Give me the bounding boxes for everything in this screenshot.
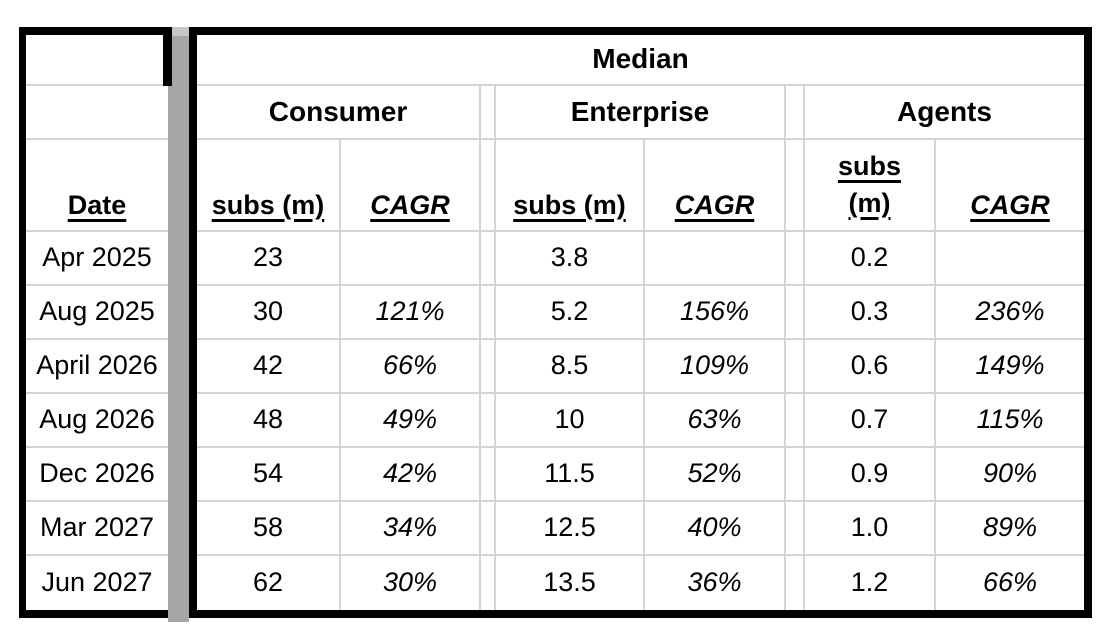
agents-cagr-cell[interactable]: 115%	[936, 394, 1084, 448]
spacer-cell	[481, 394, 496, 448]
agents-subs-header-label: subs (m)	[837, 151, 902, 218]
enterprise-cagr-header[interactable]: CAGR	[645, 140, 786, 232]
agents-cagr-cell[interactable]	[936, 232, 1084, 286]
spacer-cell	[481, 448, 496, 502]
date-header-label: Date	[67, 189, 127, 220]
enterprise-cagr-header-label: CAGR	[674, 189, 755, 220]
consumer-cagr-header-label: CAGR	[370, 189, 450, 220]
enterprise-subs-cell[interactable]: 10	[496, 394, 645, 448]
consumer-subs-cell[interactable]: 62	[197, 556, 341, 610]
enterprise-cagr-cell[interactable]: 156%	[645, 286, 786, 340]
spacer-cell	[481, 502, 496, 556]
thick-border-segment	[163, 27, 172, 86]
spacer-cell	[786, 448, 805, 502]
spacer-cell	[786, 286, 805, 340]
agents-subs-cell[interactable]: 0.6	[805, 340, 936, 394]
enterprise-cagr-cell[interactable]	[645, 232, 786, 286]
agents-subs-cell[interactable]: 0.9	[805, 448, 936, 502]
data-table-block: Median Consumer Enterprise Agents subs (…	[189, 27, 1092, 618]
enterprise-cagr-cell[interactable]: 109%	[645, 340, 786, 394]
consumer-cagr-cell[interactable]: 66%	[341, 340, 481, 394]
enterprise-cagr-cell[interactable]: 63%	[645, 394, 786, 448]
group-header-enterprise[interactable]: Enterprise	[496, 86, 786, 140]
spacer-cell	[481, 232, 496, 286]
enterprise-subs-cell[interactable]: 3.8	[496, 232, 645, 286]
spacer-cell	[786, 86, 805, 140]
spacer-cell	[481, 286, 496, 340]
agents-cagr-cell[interactable]: 90%	[936, 448, 1084, 502]
consumer-subs-cell[interactable]: 42	[197, 340, 341, 394]
enterprise-cagr-cell[interactable]: 40%	[645, 502, 786, 556]
enterprise-subs-cell[interactable]: 8.5	[496, 340, 645, 394]
consumer-cagr-cell[interactable]	[341, 232, 481, 286]
date-cell[interactable]: Dec 2026	[26, 448, 168, 502]
median-title-cell[interactable]: Median	[197, 35, 1084, 86]
spacer-cell	[786, 340, 805, 394]
agents-cagr-cell[interactable]: 66%	[982, 567, 1038, 598]
spacer-cell	[481, 556, 496, 610]
consumer-subs-header-label: subs (m)	[211, 189, 325, 220]
agents-group-label: Agents	[897, 95, 992, 127]
spacer-cell	[481, 140, 496, 232]
consumer-cagr-cell[interactable]: 42%	[341, 448, 481, 502]
agents-subs-cell[interactable]: 1.0	[805, 502, 936, 556]
date-cell[interactable]: Apr 2025	[26, 232, 168, 286]
agents-subs-cell[interactable]: 0.3	[805, 286, 936, 340]
consumer-subs-cell[interactable]: 23	[197, 232, 341, 286]
spacer-cell	[786, 556, 805, 610]
enterprise-subs-cell[interactable]: 12.5	[496, 502, 645, 556]
consumer-group-label: Consumer	[268, 95, 408, 127]
agents-subs-cell[interactable]: 0.7	[805, 394, 936, 448]
date-cell[interactable]: Mar 2027	[26, 502, 168, 556]
consumer-cagr-cell[interactable]: 121%	[341, 286, 481, 340]
agents-subs-header[interactable]: subs (m)	[805, 140, 936, 232]
date-cell[interactable]: Aug 2026	[26, 394, 168, 448]
enterprise-cagr-cell[interactable]: 52%	[645, 448, 786, 502]
agents-cagr-cell[interactable]: 149%	[936, 340, 1084, 394]
consumer-subs-cell[interactable]: 30	[197, 286, 341, 340]
enterprise-subs-header[interactable]: subs (m)	[496, 140, 645, 232]
date-column-header[interactable]: Date	[26, 140, 168, 232]
date-cell[interactable]: April 2026	[26, 340, 168, 394]
consumer-subs-cell[interactable]: 58	[197, 502, 341, 556]
group-header-consumer[interactable]: Consumer	[197, 86, 481, 140]
enterprise-cagr-cell[interactable]: 36%	[645, 556, 786, 610]
consumer-cagr-cell[interactable]: 49%	[341, 394, 481, 448]
consumer-subs-cell[interactable]: 48	[197, 394, 341, 448]
spacer-cell	[786, 140, 805, 232]
enterprise-subs-header-label: subs (m)	[513, 189, 626, 220]
date-column-block: Date Apr 2025 Aug 2025 April 2026 Aug 2026 D…	[19, 27, 168, 618]
spacer-cell	[786, 502, 805, 556]
hidden-column-strip[interactable]	[168, 27, 189, 622]
enterprise-subs-cell[interactable]: 11.5	[496, 448, 645, 502]
date-cell[interactable]: Aug 2025	[26, 286, 168, 340]
consumer-cagr-header[interactable]: CAGR	[341, 140, 481, 232]
enterprise-subs-cell[interactable]: 13.5	[496, 556, 645, 610]
agents-subs-cell[interactable]: 0.2	[805, 232, 936, 286]
consumer-cagr-cell[interactable]: 30%	[341, 556, 481, 610]
agents-subs-cell[interactable]: 1.2	[805, 556, 936, 610]
consumer-subs-header[interactable]: subs (m)	[197, 140, 341, 232]
agents-cagr-header[interactable]: CAGR	[936, 140, 1084, 232]
date-empty-cell[interactable]	[26, 86, 168, 140]
enterprise-subs-cell[interactable]: 5.2	[496, 286, 645, 340]
group-header-agents[interactable]: Agents	[805, 86, 1084, 140]
median-title-label: Median	[592, 43, 689, 75]
date-cell[interactable]: Jun 2027	[41, 567, 153, 598]
consumer-cagr-cell[interactable]: 34%	[341, 502, 481, 556]
spacer-cell	[481, 86, 496, 140]
agents-cagr-cell[interactable]: 236%	[936, 286, 1084, 340]
consumer-subs-cell[interactable]: 54	[197, 448, 341, 502]
agents-cagr-cell[interactable]: 89%	[936, 502, 1084, 556]
corner-empty-cell[interactable]	[26, 35, 168, 86]
agents-cagr-header-label: CAGR	[970, 189, 1050, 220]
enterprise-group-label: Enterprise	[570, 95, 710, 127]
spacer-cell	[786, 394, 805, 448]
spacer-cell	[481, 340, 496, 394]
spacer-cell	[786, 232, 805, 286]
